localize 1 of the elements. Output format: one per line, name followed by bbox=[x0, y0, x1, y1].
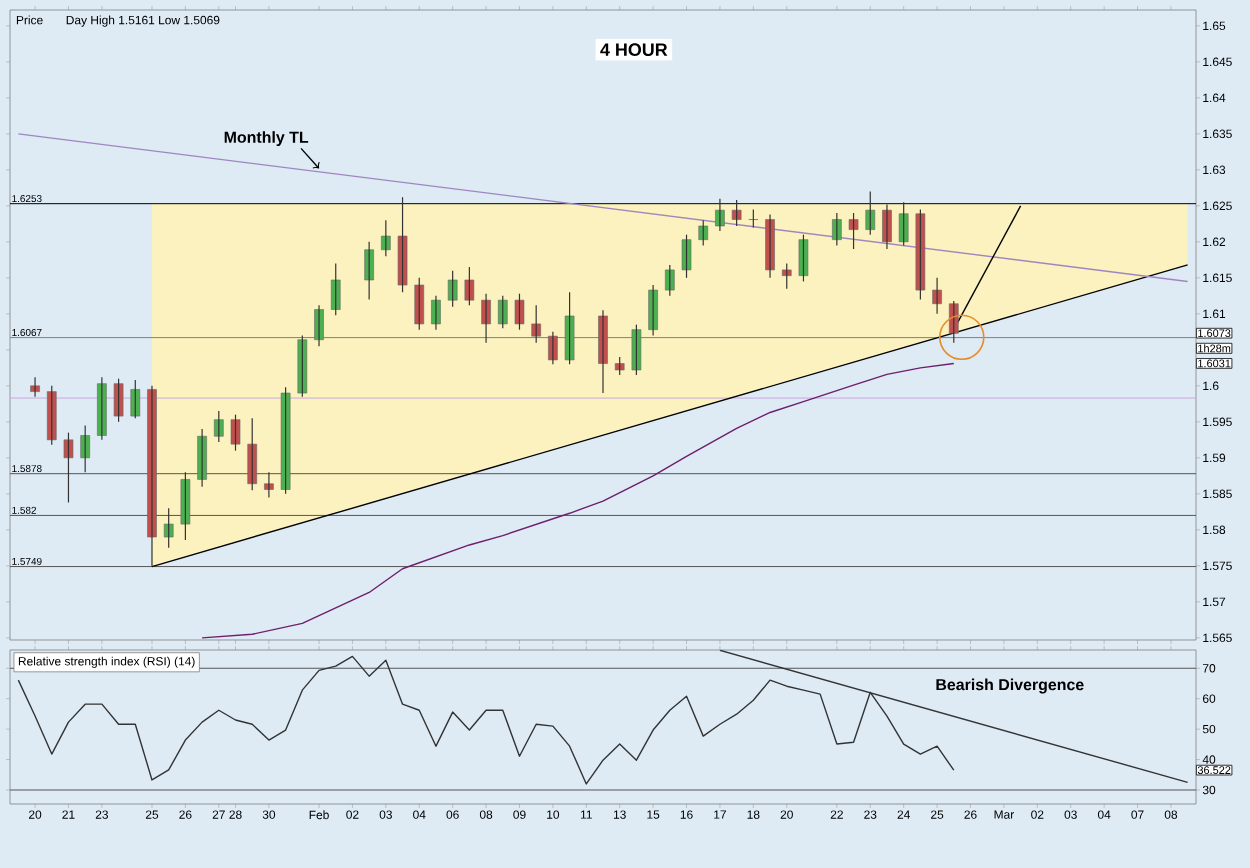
text: 4 HOUR bbox=[600, 43, 668, 57]
